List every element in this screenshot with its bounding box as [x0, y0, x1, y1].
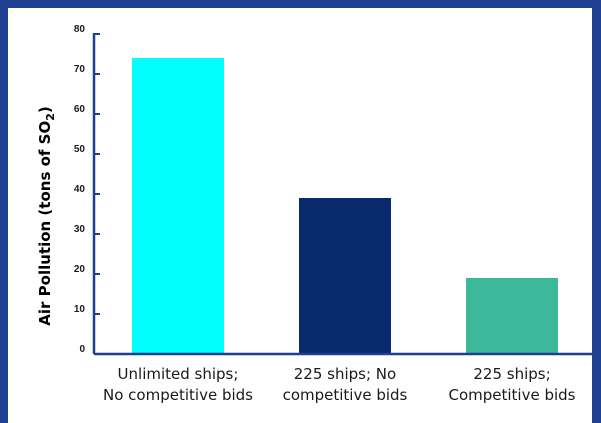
x-axis: Unlimited ships; No competitive bids 225 s…	[94, 352, 600, 404]
y-axis: 0 10 20 30 40 50 60 70 80	[74, 24, 100, 355]
bar	[132, 58, 224, 354]
y-tick-label: 10	[74, 304, 86, 315]
bars	[132, 58, 558, 354]
y-tick-label: 40	[74, 184, 86, 195]
y-tick-label: 0	[79, 344, 85, 355]
y-tick-label: 50	[74, 144, 86, 155]
bar	[466, 278, 558, 354]
y-tick-label: 80	[74, 24, 86, 35]
y-axis-title: Air Pollution (tons of SO2)	[36, 106, 57, 325]
x-category-label: Unlimited ships;	[118, 365, 239, 383]
y-tick-label: 70	[74, 64, 86, 75]
bar	[299, 198, 391, 354]
x-category-label: 225 ships; No	[294, 365, 396, 383]
y-tick-label: 30	[74, 224, 86, 235]
y-tick-label: 60	[74, 104, 86, 115]
x-category-label: 225 ships;	[473, 365, 550, 383]
x-category-label: Competitive bids	[448, 386, 575, 404]
y-tick-label: 20	[74, 264, 86, 275]
x-category-label: No competitive bids	[103, 386, 253, 404]
x-category-label: competitive bids	[283, 386, 408, 404]
